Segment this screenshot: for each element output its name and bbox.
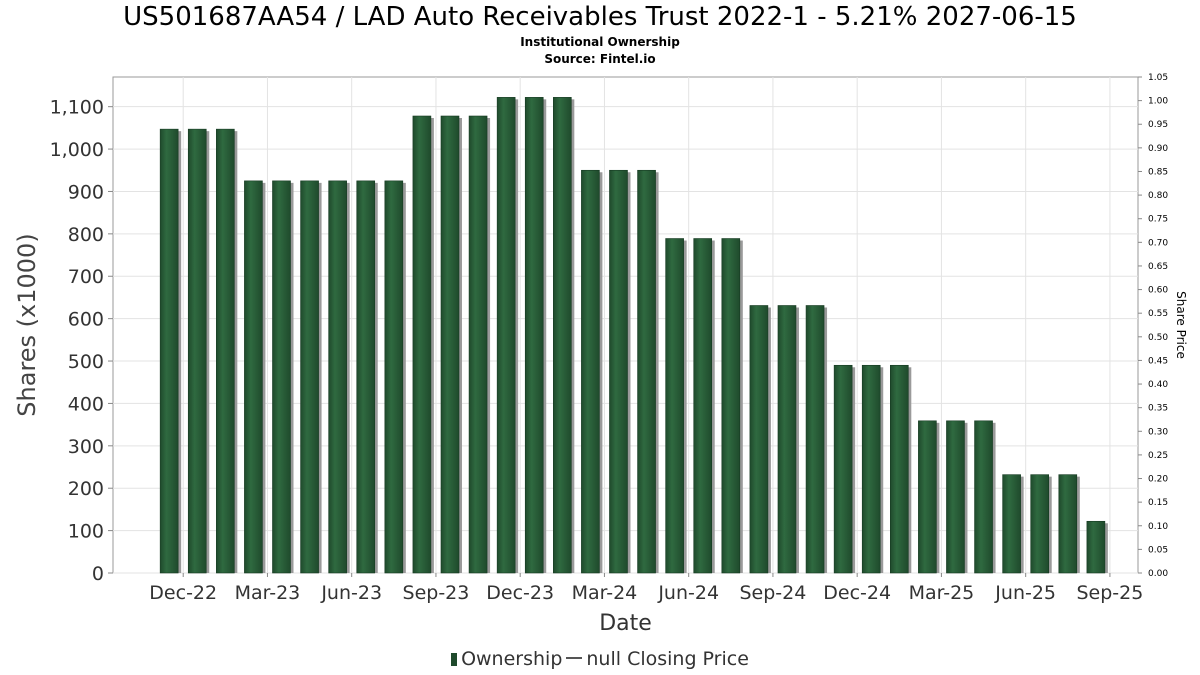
chart-source: Source: Fintel.io — [544, 52, 656, 66]
y-axis-title: Shares (x1000) — [13, 233, 41, 416]
ownership-bar — [468, 115, 488, 574]
y2-tick-label: 0.15 — [1148, 498, 1168, 508]
ownership-bar — [328, 180, 347, 574]
y2-tick-label: 0.55 — [1148, 309, 1168, 319]
ownership-bar — [524, 97, 544, 574]
x-tick-label: Mar-23 — [235, 582, 301, 604]
ownership-bar — [805, 305, 825, 574]
y-tick-label: 1,100 — [50, 97, 104, 119]
chart-subtitle: Institutional Ownership — [520, 35, 680, 49]
ownership-bar — [1030, 474, 1050, 574]
ownership-bar — [665, 238, 684, 574]
y2-tick-label: 0.30 — [1148, 427, 1168, 437]
y2-tick-label: 1.05 — [1148, 73, 1168, 83]
y2-tick-label: 1.00 — [1148, 97, 1168, 107]
y2-tick-label: 0.60 — [1148, 286, 1168, 296]
ownership-bar — [890, 364, 909, 574]
y2-tick-label: 0.90 — [1148, 144, 1168, 154]
x-tick-label: Dec-24 — [823, 582, 891, 604]
ownership-bar — [1058, 474, 1078, 574]
ownership-bar — [496, 97, 516, 574]
ownership-bar — [693, 238, 713, 574]
ownership-bar — [918, 420, 937, 574]
y2-tick-label: 0.95 — [1148, 120, 1168, 130]
ownership-bar — [384, 180, 404, 574]
y-tick-label: 200 — [68, 478, 104, 500]
ownership-bar — [974, 420, 993, 574]
y-tick-label: 700 — [68, 266, 104, 288]
ownership-legend-swatch — [451, 653, 458, 666]
x-tick-label: Dec-23 — [486, 582, 554, 604]
x-tick-label: Mar-25 — [909, 582, 975, 604]
ownership-bar — [777, 305, 797, 574]
ownership-bar — [946, 420, 965, 574]
x-tick-label: Dec-22 — [149, 582, 217, 604]
y2-tick-label: 0.20 — [1148, 475, 1168, 485]
y2-tick-label: 0.25 — [1148, 451, 1168, 461]
ownership-bar — [272, 180, 291, 574]
ownership-bar — [216, 128, 235, 574]
y2-tick-label: 0.80 — [1148, 191, 1168, 201]
ownership-bar — [581, 169, 600, 574]
x-tick-label: Jun-24 — [657, 582, 719, 604]
y-tick-label: 400 — [68, 393, 104, 415]
price-legend-label: null Closing Price — [586, 648, 749, 670]
ownership-bar — [637, 169, 656, 574]
ownership-bar — [1086, 520, 1106, 574]
ownership-bar — [356, 180, 376, 574]
price-legend-line — [566, 657, 583, 659]
y-tick-label: 900 — [68, 181, 104, 203]
ownership-bar — [553, 97, 572, 574]
y-tick-label: 300 — [68, 436, 104, 458]
ownership-bar — [861, 364, 881, 574]
x-tick-label: Jun-25 — [994, 582, 1056, 604]
chart-legend: Ownership null Closing Price — [0, 648, 1200, 670]
ownership-bar — [721, 238, 741, 574]
y-tick-label: 1,000 — [50, 139, 104, 161]
y-tick-label: 100 — [68, 521, 104, 543]
ownership-legend-label: Ownership — [461, 648, 563, 670]
ownership-bar — [159, 128, 179, 574]
x-tick-label: Sep-24 — [740, 582, 807, 604]
ownership-bar — [244, 180, 263, 574]
ownership-bar — [412, 115, 432, 574]
y-tick-label: 500 — [68, 351, 104, 373]
y2-tick-label: 0.10 — [1148, 522, 1168, 532]
x-axis-title: Date — [599, 611, 652, 636]
y2-axis-title: Share Price — [1174, 291, 1188, 359]
y2-tick-label: 0.40 — [1148, 380, 1168, 390]
ownership-bar — [609, 169, 628, 574]
y2-tick-label: 0.70 — [1148, 238, 1168, 248]
y-tick-label: 800 — [68, 224, 104, 246]
y2-tick-label: 0.65 — [1148, 262, 1168, 272]
ownership-bar — [833, 364, 853, 574]
x-tick-label: Mar-24 — [572, 582, 638, 604]
ownership-bar — [749, 305, 769, 574]
y2-tick-label: 0.35 — [1148, 404, 1168, 414]
y-tick-label: 0 — [92, 563, 104, 585]
x-tick-label: Sep-25 — [1076, 582, 1143, 604]
ownership-bar — [187, 128, 207, 574]
y2-tick-label: 0.00 — [1148, 569, 1168, 579]
y2-tick-label: 0.85 — [1148, 167, 1168, 177]
y2-tick-label: 0.75 — [1148, 215, 1168, 225]
y2-tick-label: 0.45 — [1148, 356, 1168, 366]
x-tick-label: Sep-23 — [403, 582, 470, 604]
ownership-bar — [1002, 474, 1021, 574]
y-tick-label: 600 — [68, 309, 104, 331]
x-tick-label: Jun-23 — [320, 582, 382, 604]
chart-title: US501687AA54 / LAD Auto Receivables Trus… — [123, 2, 1077, 32]
ownership-bar — [300, 180, 319, 574]
ownership-bar — [440, 115, 460, 574]
y2-tick-label: 0.50 — [1148, 333, 1168, 343]
y2-tick-label: 0.05 — [1148, 545, 1168, 555]
